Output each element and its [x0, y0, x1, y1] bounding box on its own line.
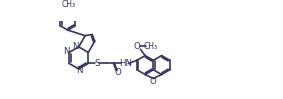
Text: HN: HN: [119, 59, 132, 68]
Text: N: N: [76, 66, 83, 75]
Text: N: N: [63, 47, 69, 56]
Text: O: O: [114, 68, 121, 77]
Text: CH₃: CH₃: [61, 0, 76, 9]
Text: CH₃: CH₃: [143, 42, 158, 51]
Text: O: O: [134, 42, 141, 51]
Text: N: N: [72, 42, 79, 51]
Text: O: O: [150, 77, 157, 86]
Text: S: S: [94, 59, 100, 68]
